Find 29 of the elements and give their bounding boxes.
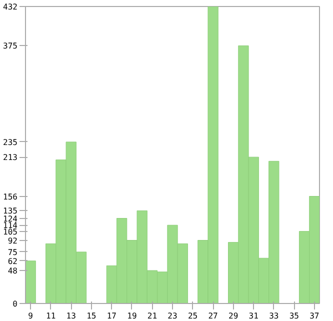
y-tick-label: 48 — [8, 266, 18, 276]
x-tick-label: 29 — [228, 312, 238, 320]
y-tick-label: 432 — [3, 2, 18, 12]
x-tick-label: 31 — [248, 312, 259, 320]
x-tick-label: 13 — [66, 312, 76, 320]
x-tick-label: 23 — [168, 312, 178, 320]
y-tick-label: 124 — [3, 214, 18, 224]
y-tick-label: 235 — [3, 138, 18, 147]
y-tick-label: 105 — [3, 227, 18, 236]
x-tick-label: 27 — [208, 312, 218, 320]
x-tick-label: 15 — [86, 312, 96, 320]
y-tick-label: 0 — [12, 300, 18, 308]
y-tick-label: 135 — [3, 206, 18, 216]
y-tick-label: 92 — [8, 236, 18, 246]
x-tick-label: 37 — [310, 312, 320, 320]
y-tick-label: 213 — [3, 153, 18, 162]
x-tick-label: 35 — [289, 312, 300, 320]
y-tick-label: 62 — [8, 256, 18, 266]
x-tick-label: 9 — [28, 312, 34, 320]
y-tick-label: 375 — [3, 42, 18, 51]
y-tick-label: 75 — [8, 248, 18, 257]
x-tick-label: 11 — [46, 312, 56, 320]
x-tick-label: 17 — [106, 312, 117, 320]
x-tick-label: 25 — [188, 312, 198, 320]
bar — [26, 260, 36, 304]
y-tick-label: 156 — [3, 192, 18, 202]
x-tick-label: 19 — [127, 312, 137, 320]
x-tick-label: 33 — [269, 312, 279, 320]
x-tick-label: 21 — [147, 312, 158, 320]
